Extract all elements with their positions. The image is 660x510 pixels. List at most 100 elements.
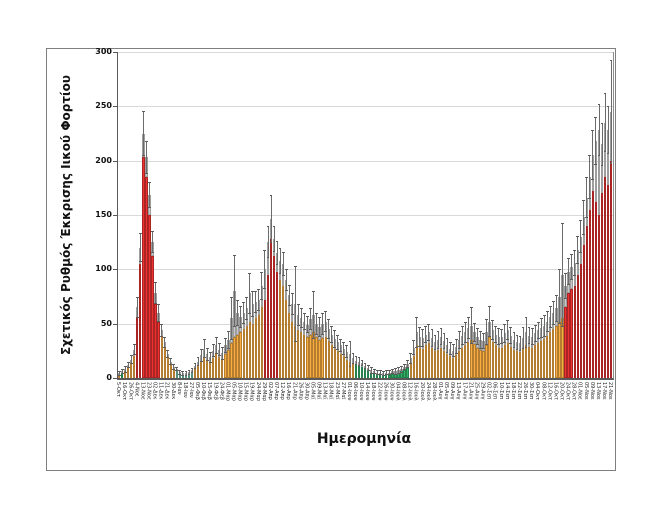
error-bar-cap-top — [387, 370, 391, 372]
error-bar — [334, 330, 336, 348]
error-bar-cap-bottom — [315, 333, 318, 335]
error-bar-cap-top — [135, 296, 139, 298]
error-bar-cap-top — [591, 130, 595, 132]
error-bar-cap-bottom — [609, 162, 613, 164]
error-bar — [264, 249, 266, 289]
bar — [597, 215, 601, 378]
error-bar — [604, 93, 606, 152]
bar — [230, 343, 233, 378]
error-bar-cap-top — [275, 241, 279, 243]
error-bar-cap-bottom — [466, 337, 470, 339]
bar — [609, 160, 613, 378]
error-bar-cap-top — [524, 317, 528, 319]
x-tick-label: 24-Φεβ — [218, 382, 225, 400]
x-tick-label: 13-Νοε — [594, 382, 601, 400]
error-bar-cap-bottom — [117, 374, 121, 376]
error-bar-cap-bottom — [302, 329, 306, 331]
error-bar-cap-bottom — [436, 347, 440, 349]
error-bar-cap-top — [172, 363, 176, 365]
bar — [291, 321, 294, 378]
error-bar-cap-bottom — [518, 349, 522, 351]
error-bar-cap-top — [500, 329, 504, 331]
bar — [479, 349, 482, 378]
y-tick-mark — [113, 215, 117, 216]
x-tick-label: 05-Φεβ — [194, 382, 201, 400]
x-tick-label: 5-Οκτ — [115, 382, 122, 397]
bar — [248, 321, 251, 378]
bar — [327, 341, 330, 378]
error-bar — [434, 334, 436, 350]
error-bar-cap-bottom — [366, 370, 370, 372]
bar — [567, 293, 570, 378]
error-bar — [121, 369, 123, 374]
bar — [537, 343, 540, 378]
error-bar-cap-top — [187, 370, 191, 372]
error-bar — [316, 312, 317, 335]
error-bar-cap-bottom — [539, 336, 543, 338]
error-bar-cap-bottom — [202, 357, 206, 359]
bar — [594, 201, 597, 378]
error-bar-cap-top — [266, 225, 270, 227]
error-bar — [455, 338, 457, 355]
error-bar-cap-bottom — [172, 369, 176, 371]
error-bar-cap-top — [190, 368, 194, 370]
error-bar-cap-bottom — [497, 344, 501, 346]
bar — [300, 332, 303, 378]
error-bar — [185, 371, 187, 376]
error-bar-cap-bottom — [421, 345, 425, 347]
bar — [452, 358, 455, 378]
error-bar-cap-top — [348, 341, 352, 343]
error-bar-cap-bottom — [233, 325, 236, 327]
error-bar-cap-bottom — [469, 343, 473, 345]
error-bar-cap-top — [236, 299, 239, 301]
x-tick-label: 8-Ιαν — [175, 382, 182, 395]
error-bar-cap-bottom — [160, 335, 164, 337]
x-tick-label: 23-Μαϊ — [333, 382, 340, 400]
error-bar-cap-top — [330, 325, 334, 327]
bar — [430, 347, 434, 378]
bar — [415, 345, 418, 378]
error-bar-cap-top — [542, 314, 546, 316]
error-bar-cap-top — [254, 291, 258, 293]
error-bar-cap-top — [312, 291, 315, 293]
error-bar-cap-bottom — [351, 362, 355, 364]
error-bar — [364, 362, 366, 370]
error-bar — [540, 318, 542, 338]
error-bar-cap-top — [384, 370, 388, 372]
error-bar-cap-top — [582, 199, 586, 201]
error-bar-cap-bottom — [230, 338, 233, 340]
error-bar-cap-bottom — [445, 352, 449, 354]
error-bar — [176, 367, 178, 372]
error-bar — [398, 367, 399, 374]
error-bar-cap-top — [148, 182, 151, 184]
error-bar-cap-top — [378, 370, 382, 372]
error-bar-cap-top — [412, 339, 416, 341]
error-bar-cap-top — [479, 331, 482, 333]
x-tick-label: 26-Οκτ — [127, 382, 134, 401]
x-tick-label: 21-Απρ — [291, 382, 298, 400]
error-bar-cap-top — [463, 321, 467, 323]
bar — [600, 193, 604, 378]
x-tick-label: 02-Απρ — [266, 382, 273, 400]
bar — [227, 349, 230, 378]
bar — [500, 347, 503, 378]
error-bar-cap-top — [585, 176, 589, 178]
error-bar — [598, 104, 600, 157]
error-bar-cap-top — [239, 306, 242, 308]
error-bar-cap-bottom — [485, 344, 488, 346]
error-bar — [225, 337, 226, 354]
bar — [151, 256, 154, 378]
error-bar-cap-top — [299, 308, 303, 310]
bar — [303, 334, 306, 378]
bar — [363, 369, 367, 378]
error-bar-cap-bottom — [193, 368, 197, 370]
error-bar — [495, 325, 497, 344]
error-bar-cap-top — [251, 291, 255, 293]
error-bar-cap-bottom — [524, 346, 528, 348]
x-tick-label: 15-Μαρ — [242, 382, 249, 401]
bar — [485, 345, 488, 378]
error-bar — [133, 344, 135, 356]
error-bar-cap-bottom — [406, 367, 409, 369]
error-bar — [270, 195, 272, 244]
bar — [199, 361, 203, 378]
